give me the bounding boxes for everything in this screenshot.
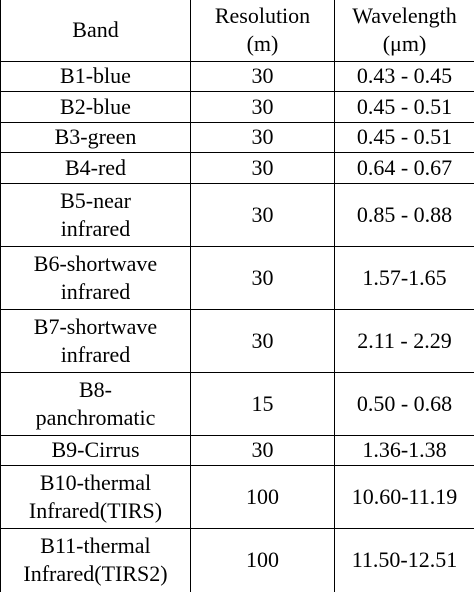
table-row: B1-blue 30 0.43 - 0.45 <box>0 60 474 92</box>
table-cell: 0.64 - 0.67 <box>334 152 474 184</box>
cell-line: 30 <box>251 327 274 353</box>
table-cell: 15 <box>190 371 335 436</box>
cell-line: 0.50 - 0.68 <box>356 390 453 416</box>
cell-line: 100 <box>246 484 279 509</box>
table-cell: B4-red <box>0 152 191 184</box>
table-cell: 1.36-1.38 <box>334 434 474 466</box>
table-row: B9-Cirrus 30 1.36-1.38 <box>0 434 474 466</box>
header-cell: Wavelength (μm) <box>334 0 474 62</box>
cell-line: 15 <box>251 390 274 416</box>
table-cell: B9-Cirrus <box>0 434 191 466</box>
cell-line: 0.45 - 0.51 <box>356 93 453 119</box>
cell-line: 0.64 - 0.67 <box>356 154 453 180</box>
table-cell: 100 <box>190 528 335 592</box>
table-cell: 30 <box>190 121 335 153</box>
cell-line: B5-near <box>60 187 131 213</box>
table-cell: 10.60-11.19 <box>334 465 474 529</box>
table-row: B11-thermal Infrared(TIRS2) 100 11.50-12.51 <box>0 528 474 592</box>
cell-line: 30 <box>251 124 274 150</box>
table-row: B5-near infrared 30 0.85 - 0.88 <box>0 182 474 247</box>
table-cell: 2.11 - 2.29 <box>334 308 474 373</box>
table-cell: 30 <box>190 245 335 310</box>
cell-line: 1.36-1.38 <box>362 437 447 463</box>
cell-line: B3-green <box>54 124 137 150</box>
table-cell: 0.85 - 0.88 <box>334 182 474 247</box>
cell-line: 30 <box>251 437 274 463</box>
header-cell: Resolution (m) <box>190 0 335 62</box>
cell-line: B11-thermal <box>40 533 151 559</box>
table-cell: B5-near infrared <box>0 182 191 247</box>
table-cell: 1.57-1.65 <box>334 245 474 310</box>
table-cell: 0.45 - 0.51 <box>334 91 474 123</box>
cell-line: B2-blue <box>60 93 131 119</box>
table-cell: B7-shortwave infrared <box>0 308 191 373</box>
cell-line: B10-thermal <box>39 470 152 495</box>
cell-line: 1.57-1.65 <box>362 264 447 290</box>
cell-line: B4-red <box>64 154 127 180</box>
cell-line: 2.11 - 2.29 <box>357 327 452 353</box>
cell-line: B6-shortwave <box>33 250 158 276</box>
cell-line: infrared <box>60 341 131 367</box>
cell-line: Infrared(TIRS) <box>28 498 163 523</box>
cell-line: Resolution <box>214 3 311 29</box>
cell-line: 100 <box>246 547 279 573</box>
table-row: B4-red 30 0.64 - 0.67 <box>0 152 474 184</box>
cell-line: (m) <box>246 31 279 57</box>
table-cell: 11.50-12.51 <box>334 528 474 592</box>
cell-line: infrared <box>60 278 131 304</box>
table-cell: 0.50 - 0.68 <box>334 371 474 436</box>
cell-line: 11.50-12.51 <box>351 547 458 573</box>
cell-line: B8- <box>79 376 112 402</box>
cell-line: 30 <box>251 63 274 89</box>
cell-line: 10.60-11.19 <box>351 484 458 509</box>
header-cell: Band <box>0 0 191 62</box>
table-row: B6-shortwave infrared 30 1.57-1.65 <box>0 245 474 310</box>
table-cell: B8- panchromatic <box>0 371 191 436</box>
table-row: B2-blue 30 0.45 - 0.51 <box>0 91 474 123</box>
cell-line: 30 <box>251 93 274 119</box>
cell-line: 30 <box>251 154 274 180</box>
table-header: Band Resolution (m) Wavelength (μm) <box>0 0 474 62</box>
cell-line: 30 <box>251 264 274 290</box>
cell-line: Infrared(TIRS2) <box>23 561 168 587</box>
cell-line: 0.45 - 0.51 <box>356 124 453 150</box>
table-cell: B1-blue <box>0 60 191 92</box>
table-row: B8- panchromatic 15 0.50 - 0.68 <box>0 371 474 436</box>
cell-line: infrared <box>60 215 131 241</box>
header-row: Band Resolution (m) Wavelength (μm) <box>0 0 474 62</box>
cell-line: 0.85 - 0.88 <box>356 201 453 227</box>
table-cell: B2-blue <box>0 91 191 123</box>
table-body: B1-blue 30 0.43 - 0.45 B2-blue 30 0.45 - 0.51… <box>0 60 474 592</box>
cell-line: (μm) <box>382 31 427 57</box>
table-row: B10-thermal Infrared(TIRS) 100 10.60-11.19 <box>0 465 474 529</box>
table-row: B7-shortwave infrared 30 2.11 - 2.29 <box>0 308 474 373</box>
cell-line: B9-Cirrus <box>51 437 140 463</box>
table-row: B3-green 30 0.45 - 0.51 <box>0 121 474 153</box>
cell-line: Band <box>72 17 119 43</box>
cell-line: B1-blue <box>60 63 131 89</box>
table-cell: 30 <box>190 434 335 466</box>
table-cell: 30 <box>190 91 335 123</box>
table-cell: B3-green <box>0 121 191 153</box>
cell-line: panchromatic <box>35 404 156 430</box>
table-cell: 0.43 - 0.45 <box>334 60 474 92</box>
cell-line: B7-shortwave <box>33 313 158 339</box>
cell-line: 0.43 - 0.45 <box>356 63 453 89</box>
table-cell: B10-thermal Infrared(TIRS) <box>0 465 191 529</box>
cell-line: Wavelength <box>352 3 457 29</box>
table-cell: 100 <box>190 465 335 529</box>
cell-line: 30 <box>251 201 274 227</box>
table-cell: 30 <box>190 60 335 92</box>
table-cell: 30 <box>190 308 335 373</box>
table-cell: B6-shortwave infrared <box>0 245 191 310</box>
table-cell: B11-thermal Infrared(TIRS2) <box>0 528 191 592</box>
table-cell: 0.45 - 0.51 <box>334 121 474 153</box>
table-cell: 30 <box>190 182 335 247</box>
table-cell: 30 <box>190 152 335 184</box>
